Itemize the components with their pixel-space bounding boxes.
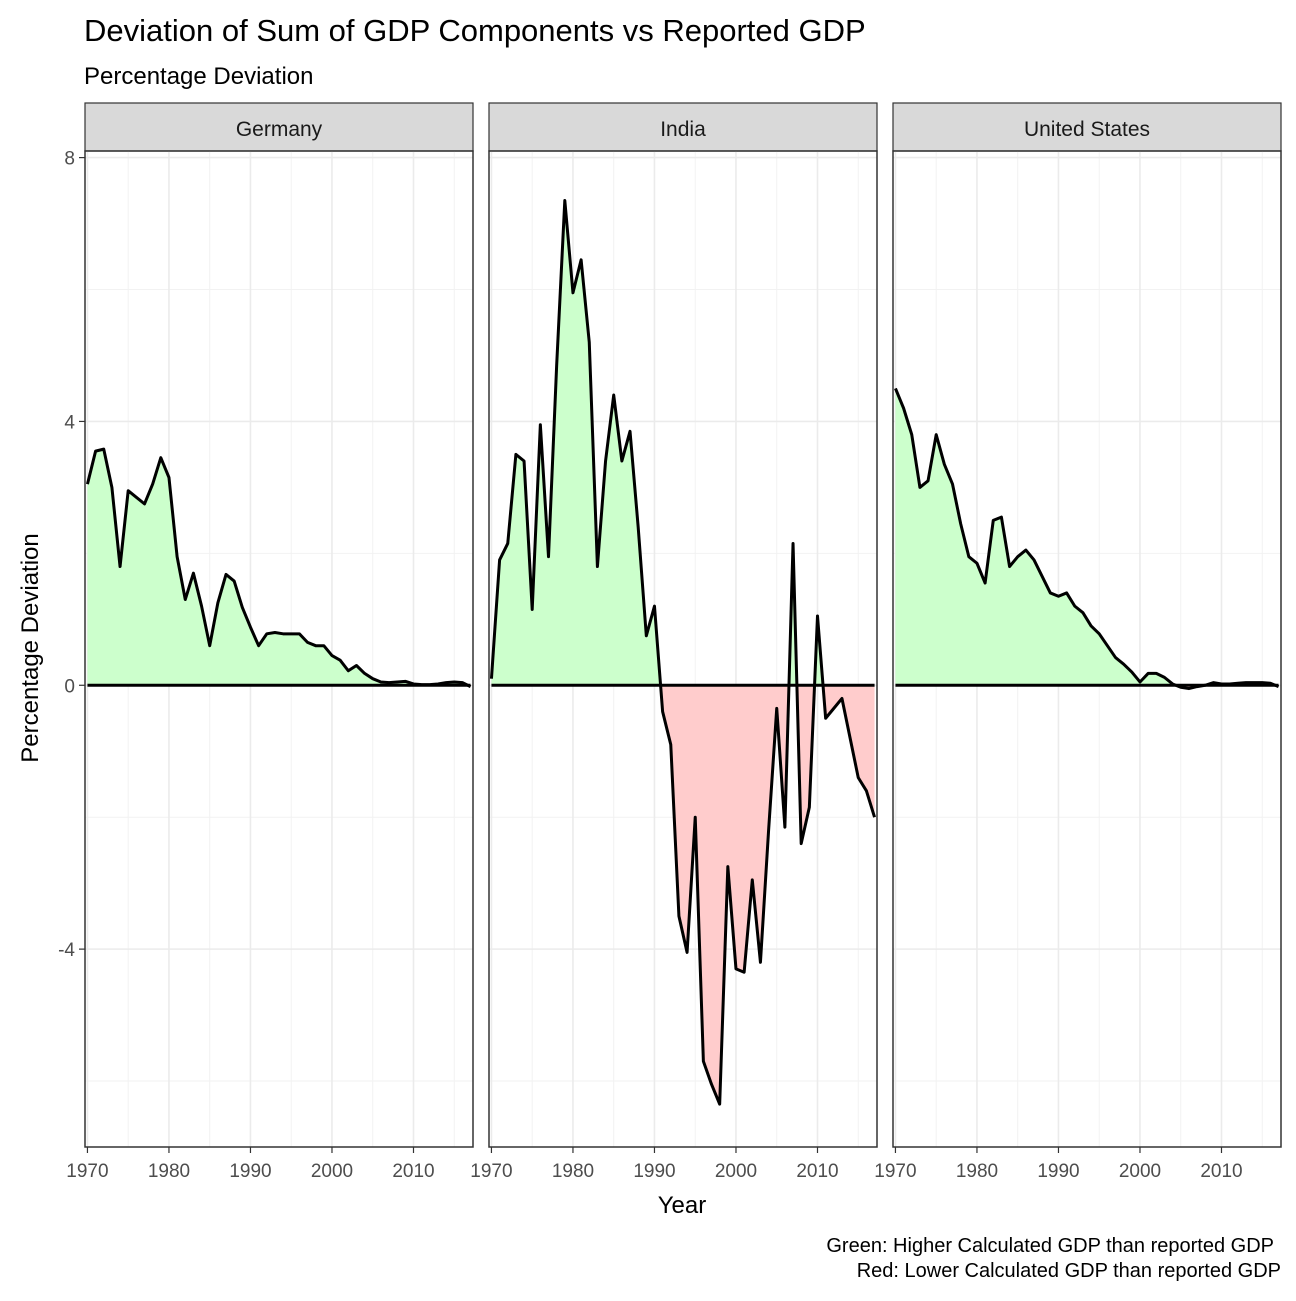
x-tick-label: 2010 — [796, 1161, 838, 1182]
facet-label: Germany — [236, 118, 323, 141]
x-tick-label: 1970 — [874, 1161, 916, 1182]
y-axis-label: Percentage Deviation — [17, 533, 44, 762]
series-line-germany — [85, 447, 472, 688]
x-tick-label: 2000 — [311, 1161, 353, 1182]
panel-germany: Germany 1970 1980 1990 2000 2010 — [66, 102, 474, 1182]
facet-strip — [892, 102, 1282, 152]
panel-border — [892, 150, 1282, 1148]
y-tick-label: 4 — [64, 412, 75, 433]
chart-subtitle: Percentage Deviation — [84, 63, 313, 90]
x-tick-label: 1980 — [956, 1161, 998, 1182]
x-tick-label: 1980 — [148, 1161, 190, 1182]
x-tick-label: 1970 — [66, 1161, 108, 1182]
caption-line-1: Green: Higher Calculated GDP than report… — [826, 1235, 1274, 1257]
x-tick-label: 2010 — [1200, 1161, 1242, 1182]
panels-layer: Germany 1970 1980 1990 2000 2010 India 1970 1980… — [58, 102, 1282, 1182]
negative-area — [491, 685, 875, 1105]
x-tick-label: 2000 — [715, 1161, 757, 1182]
panel-border — [84, 150, 474, 1148]
chart-title: Deviation of Sum of GDP Components vs Re… — [84, 13, 866, 48]
x-tick-label: 1990 — [1037, 1161, 1079, 1182]
y-axis: -4 0 4 8 — [58, 149, 85, 961]
y-tick-label: 8 — [64, 149, 75, 170]
positive-area — [895, 388, 1276, 686]
x-tick-label: 1980 — [552, 1161, 594, 1182]
positive-area — [87, 449, 468, 686]
panel-border — [488, 150, 878, 1148]
facet-strip — [84, 102, 474, 152]
facet-strip — [488, 102, 878, 152]
series-line-united-states — [894, 387, 1280, 691]
series-line-india — [489, 198, 876, 1106]
gridlines — [85, 151, 473, 1147]
y-tick-label: 0 — [64, 676, 75, 697]
positive-area — [491, 200, 824, 686]
x-tick-label: 1990 — [229, 1161, 271, 1182]
x-tick-label: 2010 — [392, 1161, 434, 1182]
x-tick-label: 1990 — [633, 1161, 675, 1182]
facet-label: United States — [1024, 118, 1150, 141]
facet-label: India — [660, 118, 706, 141]
panel-united-states: United States 1970 1980 1990 2000 2010 — [874, 102, 1282, 1182]
x-axis-label: Year — [658, 1192, 707, 1219]
x-tick-label: 2000 — [1119, 1161, 1161, 1182]
panel-india: India 1970 1980 1990 2000 2010 — [470, 102, 878, 1182]
x-tick-label: 1970 — [470, 1161, 512, 1182]
y-tick-label: -4 — [58, 940, 75, 961]
caption-line-2: Red: Lower Calculated GDP than reported … — [857, 1260, 1281, 1282]
